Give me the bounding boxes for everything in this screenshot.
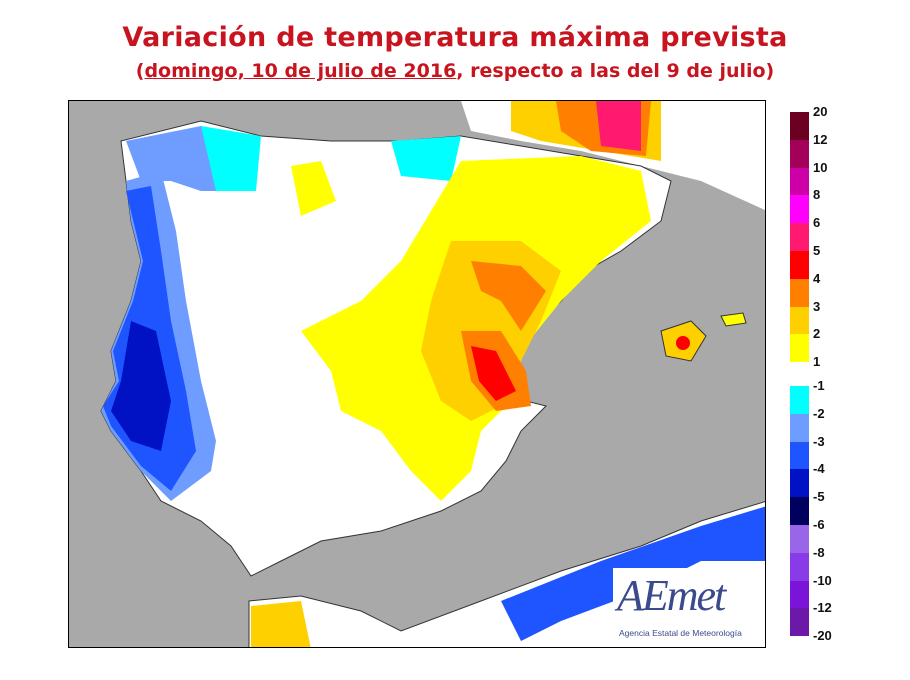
legend-swatch-cool	[790, 386, 809, 414]
map-title: Variación de temperatura máxima prevista	[122, 22, 788, 53]
legend-swatch-cool	[790, 413, 809, 442]
valencia-red	[471, 346, 516, 401]
legend-swatch-warm	[790, 139, 809, 168]
mallorca-hot	[676, 336, 690, 350]
subtitle-paren: (	[135, 60, 145, 82]
legend-label: 8	[813, 187, 821, 203]
legend-label: 5	[813, 243, 821, 258]
map-subtitle: (domingo, 10 de julio de 2016, respecto …	[0, 60, 910, 82]
legend-swatch-warm	[790, 278, 809, 307]
legend-swatch-warm	[790, 251, 809, 279]
logo-caption: Agencia Estatal de Meteorología	[619, 628, 742, 638]
legend-swatch-warm	[790, 223, 809, 251]
legend-label: -20	[813, 628, 832, 644]
legend-label: 10	[813, 159, 828, 175]
temperature-map	[68, 100, 766, 648]
legend-swatch-cool	[790, 469, 809, 498]
legend-swatch-cool	[790, 441, 809, 470]
legend-label: -4	[813, 461, 825, 477]
legend-swatch-cool	[790, 525, 809, 553]
legend-label: 2	[813, 326, 821, 342]
legend-label: -3	[813, 433, 825, 449]
legend-swatch-warm	[790, 306, 809, 335]
legend-label: -5	[813, 489, 825, 505]
legend-label: -6	[813, 517, 825, 532]
menorca	[720, 312, 747, 327]
legend-label: -8	[813, 544, 825, 560]
legend-swatch-cool	[790, 552, 809, 581]
legend-label: -2	[813, 405, 825, 421]
asturias-cyan	[201, 126, 261, 191]
legend-swatch-cool	[790, 608, 809, 637]
aemet-logo: AEmet Agencia Estatal de Meteorología	[613, 568, 763, 646]
subtitle-rest: , respecto a las del 9 de julio)	[456, 60, 775, 82]
portugal-coolest	[111, 321, 171, 451]
legend-label: -10	[813, 572, 832, 588]
aragon-orange	[471, 261, 546, 331]
legend-swatch-warm	[790, 334, 809, 363]
legend-swatch-cool	[790, 580, 809, 609]
legend-label: 4	[813, 270, 821, 286]
legend-label: -12	[813, 600, 832, 616]
subtitle-date: domingo, 10 de julio de 2016	[144, 60, 457, 82]
legend-swatch-warm	[790, 112, 809, 140]
legend-swatch-warm	[790, 167, 809, 196]
legend-label: 20	[813, 104, 828, 119]
morocco-warm	[251, 601, 311, 647]
legend-label: 3	[813, 298, 821, 314]
north-warm	[291, 161, 336, 216]
legend-swatch-cool	[790, 497, 809, 525]
legend-label: 6	[813, 215, 821, 231]
logo-name: AEmet	[617, 571, 726, 620]
legend-label: 12	[813, 131, 828, 147]
legend-swatch-warm	[790, 195, 809, 224]
france-hot	[596, 101, 641, 151]
legend-label: 1	[813, 354, 821, 370]
aemet-logo-mark: AEmet	[617, 570, 726, 621]
iberia-map-svg	[69, 101, 765, 647]
legend-label: -1	[813, 378, 825, 393]
basque-cyan	[391, 136, 461, 181]
